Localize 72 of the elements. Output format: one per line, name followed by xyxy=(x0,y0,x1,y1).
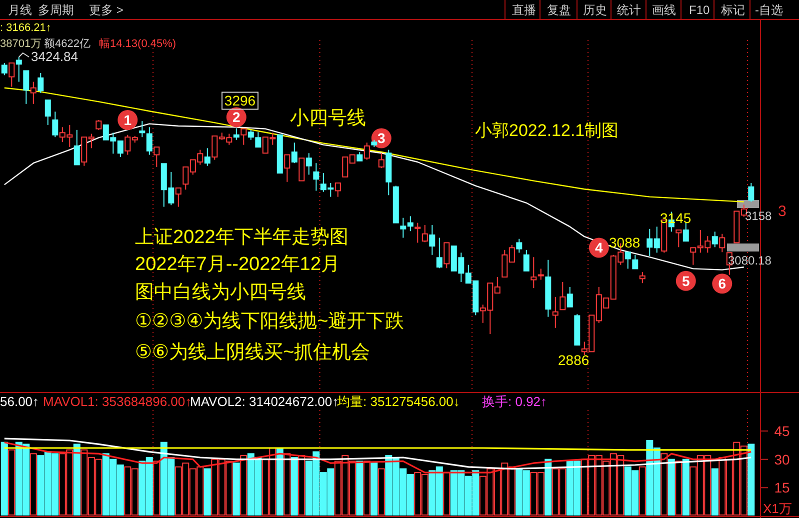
bar xyxy=(378,468,385,516)
bar xyxy=(0,442,8,516)
text: 更多 > xyxy=(89,3,124,17)
text: 多周期 xyxy=(38,3,74,17)
y-tick-label: 15 xyxy=(774,480,790,496)
y-tick-label: 45 xyxy=(774,423,790,440)
bar xyxy=(290,456,298,516)
marker-circle: 4 xyxy=(588,238,609,258)
bar xyxy=(356,460,364,516)
marker-circle: 1 xyxy=(118,110,138,130)
text: 标记 xyxy=(720,3,745,17)
text: -自选 xyxy=(755,3,783,17)
text: 幅14.13(0.45%) xyxy=(99,38,176,50)
bar xyxy=(73,444,80,516)
text: 3 xyxy=(778,203,786,220)
marker-circle: 3 xyxy=(371,128,392,148)
text: 月线 xyxy=(8,3,32,17)
bar xyxy=(240,455,248,516)
bar xyxy=(638,466,646,516)
bar xyxy=(711,468,718,516)
annotation: 3088 xyxy=(609,234,640,250)
annotation: 3 xyxy=(378,130,386,146)
annotation: 3424.84 xyxy=(31,49,78,64)
bar xyxy=(204,468,211,516)
y-tick-label: 30 xyxy=(774,451,790,468)
text: 2022年7月--2022年12月 xyxy=(135,254,340,275)
annotation: 小四号线 xyxy=(290,108,366,129)
marker-circle: 2 xyxy=(226,107,246,128)
annotation: ①②③④为线下阳线抛~避开下跌 xyxy=(135,311,404,332)
annotation: 2 xyxy=(232,109,240,126)
annotation: ⑤⑥为线上阴线买~抓住机会 xyxy=(135,342,370,363)
text: 画线 xyxy=(652,3,676,17)
annotation: 2886 xyxy=(558,352,590,368)
marker-circle: 6 xyxy=(712,274,732,294)
bar xyxy=(363,460,370,516)
marker-circle: 5 xyxy=(676,270,696,291)
bar xyxy=(544,458,552,516)
text: F10 xyxy=(689,3,710,17)
text: 38701万 xyxy=(0,38,42,50)
bar xyxy=(276,448,284,516)
annotation: 5 xyxy=(682,272,690,289)
bar xyxy=(370,462,378,516)
text: 复盘 xyxy=(547,3,571,17)
text: 上证2022年下半年走势图 xyxy=(135,227,348,248)
bar xyxy=(675,460,682,516)
text: 历史 xyxy=(583,3,607,17)
text: 额4622亿 xyxy=(44,37,90,50)
annotation: 小郭2022.12.1制图 xyxy=(475,121,619,140)
bar xyxy=(660,453,668,516)
bar xyxy=(8,449,16,516)
annotation: 换手: 0.92↑ xyxy=(482,394,548,409)
bar xyxy=(30,453,37,516)
bar xyxy=(682,458,690,516)
annotation: 6 xyxy=(718,276,726,292)
text: 直播 xyxy=(512,3,536,17)
bar xyxy=(298,455,306,516)
annotation: 56.00↑ xyxy=(0,394,40,409)
annotation: 3296 xyxy=(224,92,256,108)
bar xyxy=(443,472,450,516)
bar xyxy=(232,462,240,516)
bar xyxy=(748,444,755,516)
annotation: MAVOL1: 353684896.00↑ xyxy=(43,394,192,409)
annotation: 4 xyxy=(595,240,603,256)
annotation: 图中白线为小四号线 xyxy=(135,282,306,303)
bar xyxy=(668,458,675,516)
text: X1万 xyxy=(763,501,792,516)
annotation: 1 xyxy=(124,112,132,128)
text: 统计 xyxy=(617,3,641,17)
text: : 3166.21↑ xyxy=(0,22,52,34)
annotation: 均量: 351275456.00↓ xyxy=(336,394,460,409)
bar xyxy=(284,453,291,516)
bar xyxy=(153,460,160,516)
